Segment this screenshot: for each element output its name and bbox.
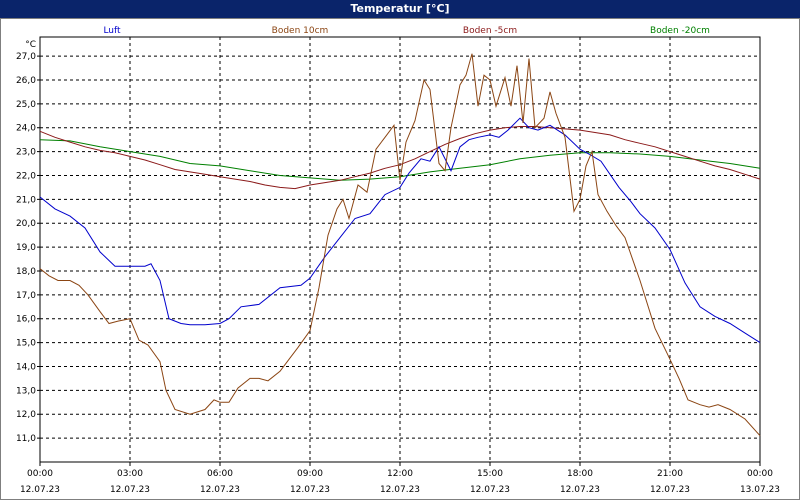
x-tick-date-label: 12.07.23: [290, 485, 330, 495]
x-tick-date-label: 12.07.23: [560, 485, 600, 495]
legend-entry: Boden 10cm: [272, 26, 329, 36]
x-tick-date-label: 12.07.23: [110, 485, 150, 495]
legend-entry: Boden -20cm: [650, 26, 710, 36]
y-tick-label: 20,0: [16, 219, 36, 229]
y-tick-label: 25,0: [16, 100, 36, 110]
x-tick-date-label: 12.07.23: [380, 485, 420, 495]
y-tick-label: 27,0: [16, 52, 36, 62]
y-tick-label: 16,0: [16, 315, 36, 325]
x-tick-date-label: 12.07.23: [200, 485, 240, 495]
y-tick-label: 24,0: [16, 124, 36, 134]
y-tick-label: 21,0: [16, 195, 36, 205]
series-line-luft: [39, 117, 761, 344]
x-tick-time-label: 00:00: [27, 469, 53, 479]
y-tick-label: 14,0: [16, 362, 36, 372]
series-line-boden-5cm: [39, 126, 761, 190]
y-tick-label: 22,0: [16, 171, 36, 181]
y-tick-label: 11,0: [16, 434, 36, 444]
x-tick-date-label: 12.07.23: [20, 485, 60, 495]
x-tick-time-label: 15:00: [477, 469, 503, 479]
series-line-boden-10cm: [39, 53, 761, 437]
x-tick-time-label: 03:00: [117, 469, 143, 479]
x-tick-time-label: 21:00: [657, 469, 683, 479]
legend-entry: Boden -5cm: [463, 26, 517, 36]
x-tick-time-label: 06:00: [207, 469, 233, 479]
x-tick-time-label: 00:00: [747, 469, 773, 479]
x-tick-date-label: 13.07.23: [740, 485, 780, 495]
y-tick-label: 17,0: [16, 291, 36, 301]
y-tick-label: 13,0: [16, 386, 36, 396]
y-tick-label: 19,0: [16, 243, 36, 253]
y-tick-label: 15,0: [16, 339, 36, 349]
x-tick-time-label: 18:00: [567, 469, 593, 479]
legend-entry: Luft: [103, 26, 121, 36]
y-tick-label: 26,0: [16, 76, 36, 86]
x-tick-date-label: 12.07.23: [470, 485, 510, 495]
x-tick-time-label: 09:00: [297, 469, 323, 479]
y-tick-label: 23,0: [16, 148, 36, 158]
y-tick-label: 18,0: [16, 267, 36, 277]
x-tick-time-label: 12:00: [387, 469, 413, 479]
x-tick-date-label: 12.07.23: [650, 485, 690, 495]
y-axis-unit: °C: [25, 40, 36, 50]
chart-title: Temperatur [°C]: [0, 0, 800, 18]
y-tick-label: 12,0: [16, 410, 36, 420]
